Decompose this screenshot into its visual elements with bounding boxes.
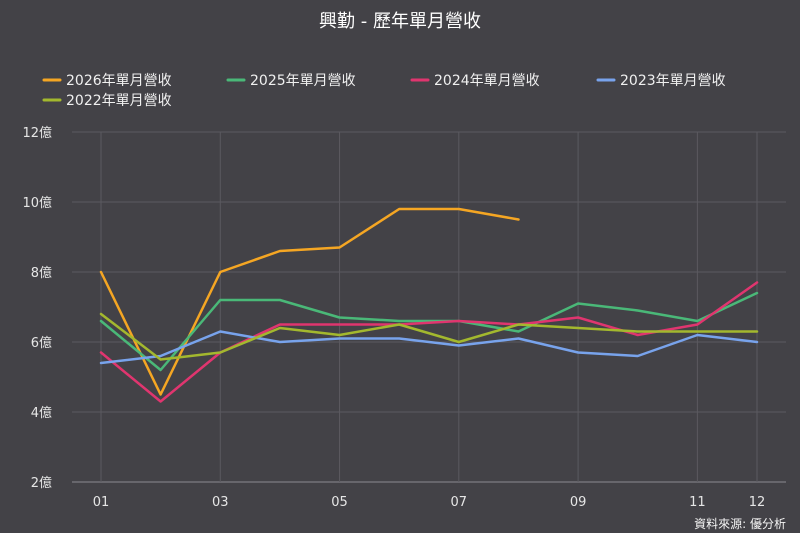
legend-label: 2023年單月營收 — [620, 73, 726, 89]
series-line — [99, 330, 759, 365]
series-line — [99, 291, 759, 372]
y-tick-label: 12億 — [22, 125, 52, 141]
x-axis: 01 03 05 07 09 11 12 — [93, 495, 766, 510]
legend-item: 2023年單月營收 — [596, 73, 726, 89]
x-tick-label: 05 — [331, 495, 348, 510]
legend-item: 2025年單月營收 — [226, 73, 356, 89]
legend-item: 2024年單月營收 — [410, 73, 540, 89]
x-tick-label: 01 — [93, 495, 110, 510]
series-line — [99, 281, 759, 403]
source-note: 資料來源: 優分析 — [694, 517, 786, 531]
gridlines — [72, 131, 786, 483]
x-tick-label: 09 — [570, 495, 587, 510]
series-line — [99, 312, 759, 361]
legend-item: 2026年單月營收 — [42, 73, 172, 89]
chart-title: 興勤 - 歷年單月營收 — [319, 11, 481, 32]
x-tick-label: 11 — [689, 495, 706, 510]
legend-label: 2022年單月營收 — [66, 93, 172, 109]
legend-label: 2025年單月營收 — [250, 73, 356, 89]
x-tick-label: 07 — [451, 495, 468, 510]
y-axis: 2億 4億 6億 8億 10億 12億 — [22, 125, 52, 491]
x-tick-label: 12 — [749, 495, 766, 510]
y-tick-label: 8億 — [31, 265, 52, 281]
y-tick-label: 6億 — [31, 335, 52, 351]
y-tick-label: 10億 — [22, 195, 52, 211]
y-tick-label: 4億 — [31, 405, 52, 421]
y-tick-label: 2億 — [31, 475, 52, 491]
plot-area — [99, 207, 759, 403]
series-line — [99, 207, 520, 396]
legend: 2026年單月營收 2025年單月營收 2024年單月營收 2023年單月營收 2022… — [42, 73, 726, 109]
x-tick-label: 03 — [212, 495, 229, 510]
legend-label: 2024年單月營收 — [434, 73, 540, 89]
legend-item: 2022年單月營收 — [42, 93, 172, 109]
legend-label: 2026年單月營收 — [66, 73, 172, 89]
